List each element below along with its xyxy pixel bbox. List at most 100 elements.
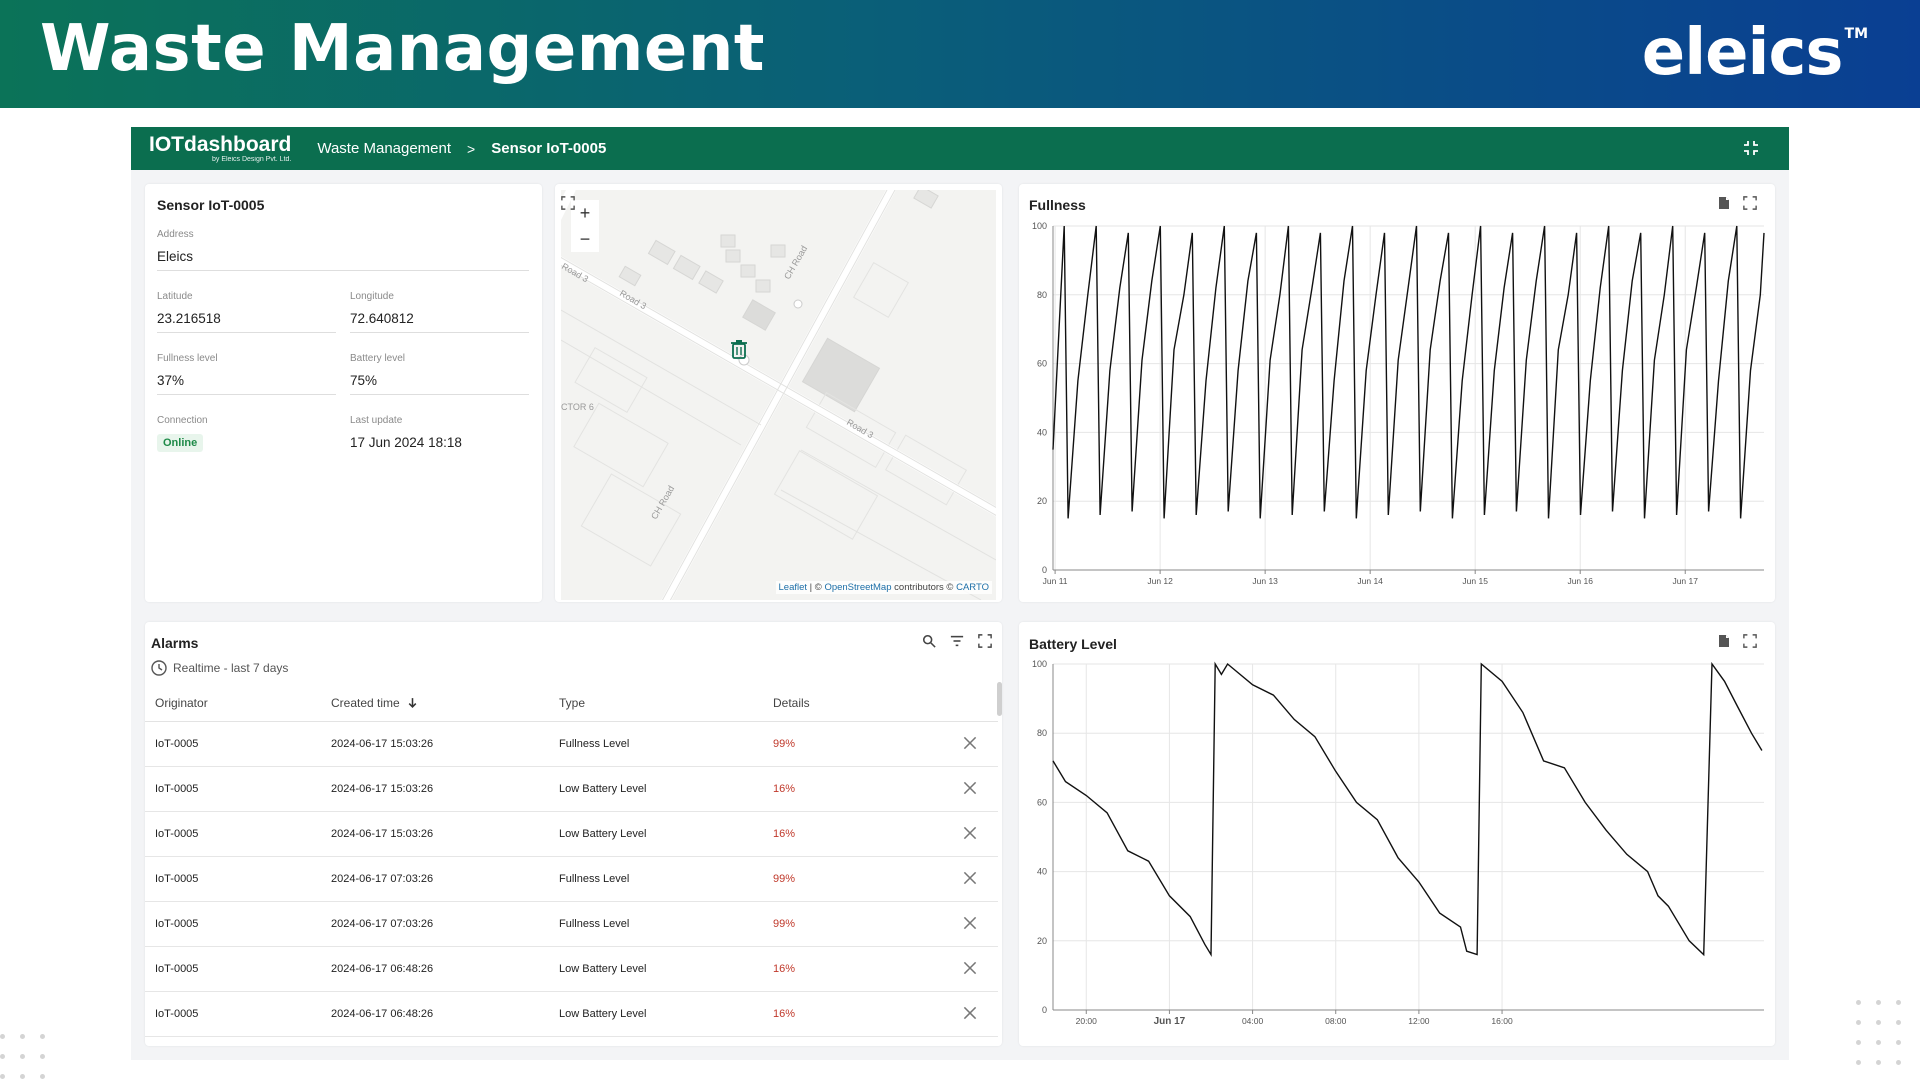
y-tick-label: 100 [1032, 659, 1047, 669]
y-tick-label: 100 [1032, 221, 1047, 231]
last-update-field: Last update 17 Jun 2024 18:18 [350, 415, 529, 457]
alarms-subtitle: Realtime - last 7 days [173, 661, 289, 675]
breadcrumb-waste-management[interactable]: Waste Management [317, 140, 452, 157]
clear-alarm-icon[interactable] [961, 869, 979, 887]
clear-alarm-icon[interactable] [961, 1004, 979, 1022]
fullness-series-line [1052, 225, 1765, 519]
address-field: Address Eleics [157, 229, 529, 271]
export-file-icon[interactable] [1717, 634, 1731, 648]
x-tick-label: Jun 16 [1567, 576, 1593, 586]
map-canvas[interactable]: Road 3 Road 3 CH Road Road 3 CH Road CTO… [561, 190, 996, 600]
trash-bin-icon[interactable] [731, 340, 747, 359]
app-logo-sub: by Eleics Design Pvt. Ltd. [211, 156, 292, 163]
alarms-timewindow[interactable]: Realtime - last 7 days [151, 660, 288, 676]
x-tick-label: Jun 17 [1672, 576, 1698, 586]
table-scrollbar[interactable] [997, 682, 1002, 716]
x-tick-label: 20:00 [1076, 1016, 1098, 1026]
decorative-dots [1856, 1000, 1920, 1080]
battery-field: Battery level 75% [350, 353, 529, 395]
map-card[interactable]: Road 3 Road 3 CH Road Road 3 CH Road CTO… [555, 184, 1002, 602]
y-tick-label: 60 [1037, 797, 1047, 807]
app-logo[interactable]: IOTdashboard by Eleics Design Pvt. Ltd. [149, 134, 291, 163]
zoom-in-button[interactable]: + [579, 203, 591, 223]
clear-alarm-icon[interactable] [961, 734, 979, 752]
cell-originator: IoT-0005 [155, 918, 199, 930]
brand-name: eleics [1641, 16, 1844, 90]
battery-value: 75% [350, 373, 378, 388]
alarms-table-header: Originator Created time Type Details [145, 682, 998, 722]
y-tick-label: 80 [1037, 728, 1047, 738]
search-icon[interactable] [922, 634, 936, 648]
column-created-time[interactable]: Created time [331, 696, 418, 710]
leaflet-link[interactable]: Leaflet [778, 582, 808, 593]
clear-alarm-icon[interactable] [961, 959, 979, 977]
x-tick-label: 04:00 [1242, 1016, 1264, 1026]
zoom-out-button[interactable]: − [579, 229, 591, 249]
y-tick-label: 40 [1037, 867, 1047, 877]
brand-logo: eleics TM [1642, 16, 1868, 90]
table-row[interactable]: IoT-0005 2024-06-17 15:03:26 Low Battery L… [145, 812, 998, 857]
column-details[interactable]: Details [773, 696, 810, 710]
table-row[interactable]: IoT-0005 2024-06-17 06:48:26 Low Battery L… [145, 992, 998, 1037]
cell-created-time: 2024-06-17 15:03:26 [331, 738, 434, 750]
fullscreen-icon[interactable] [978, 634, 992, 648]
latitude-label: Latitude [157, 291, 193, 302]
x-tick-label: 08:00 [1325, 1016, 1347, 1026]
battery-chart-card: Battery Level 0 20 40 60 80 100 20:00 Jun 17 04:… [1019, 622, 1775, 1046]
x-tick-label: 12:00 [1408, 1016, 1430, 1026]
cell-created-time: 2024-06-17 07:03:26 [331, 918, 434, 930]
fullscreen-icon[interactable] [561, 196, 575, 210]
cell-details: 99% [773, 738, 796, 750]
table-row[interactable]: IoT-0005 2024-06-17 07:03:26 Fullness Leve… [145, 857, 998, 902]
clear-alarm-icon[interactable] [961, 914, 979, 932]
cell-created-time: 2024-06-17 15:03:26 [331, 828, 434, 840]
fullscreen-icon[interactable] [1743, 634, 1757, 648]
fullscreen-exit-icon[interactable] [1743, 140, 1759, 156]
breadcrumb-separator: > [467, 140, 476, 157]
column-originator[interactable]: Originator [155, 696, 208, 710]
fullness-field: Fullness level 37% [157, 353, 336, 395]
table-row[interactable]: IoT-0005 2024-06-17 07:03:26 Fullness Leve… [145, 902, 998, 947]
clear-alarm-icon[interactable] [961, 779, 979, 797]
alarms-title: Alarms [151, 635, 199, 651]
connection-field: Connection Online [157, 415, 336, 457]
fullness-value: 37% [157, 373, 185, 388]
cell-created-time: 2024-06-17 07:03:26 [331, 873, 434, 885]
cell-type: Low Battery Level [559, 828, 647, 840]
clock-icon [151, 660, 167, 676]
fullness-chart: 0 20 40 60 80 100 Jun 11 Jun 12 Jun 13 Jun 14 Jun … [1032, 221, 1765, 586]
cell-created-time: 2024-06-17 06:48:26 [331, 1008, 434, 1020]
filter-icon[interactable] [950, 634, 964, 648]
address-value: Eleics [157, 249, 194, 264]
osm-link[interactable]: OpenStreetMap [824, 582, 892, 593]
carto-link[interactable]: CARTO [956, 582, 989, 593]
cell-type: Low Battery Level [559, 1008, 647, 1020]
map-sector-label: CTOR 6 [561, 402, 594, 412]
column-type[interactable]: Type [559, 696, 586, 710]
battery-series-line [1052, 661, 1763, 958]
fullness-chart-title: Fullness [1029, 197, 1086, 213]
export-file-icon[interactable] [1717, 196, 1731, 210]
last-update-value: 17 Jun 2024 18:18 [350, 435, 462, 450]
longitude-field: Longitude 72.640812 [350, 291, 529, 333]
table-row[interactable]: IoT-0005 2024-06-17 06:48:26 Low Battery L… [145, 947, 998, 992]
breadcrumb-sensor: Sensor IoT-0005 [491, 140, 607, 157]
cell-created-time: 2024-06-17 06:48:26 [331, 963, 434, 975]
latitude-field: Latitude 23.216518 [157, 291, 336, 333]
y-tick-label: 40 [1037, 427, 1047, 437]
table-row[interactable]: IoT-0005 2024-06-17 15:03:26 Fullness Leve… [145, 722, 998, 767]
cell-originator: IoT-0005 [155, 783, 199, 795]
fullness-label: Fullness level [157, 353, 218, 364]
longitude-value: 72.640812 [350, 311, 414, 326]
cell-details: 16% [773, 828, 796, 840]
dashboard-topbar: IOTdashboard by Eleics Design Pvt. Ltd. … [131, 127, 1789, 170]
battery-chart-title: Battery Level [1029, 636, 1117, 652]
cell-details: 16% [773, 963, 796, 975]
battery-chart: 0 20 40 60 80 100 20:00 Jun 17 04:00 08:00 12:00 16… [1032, 659, 1764, 1027]
fullscreen-icon[interactable] [1743, 196, 1757, 210]
cell-type: Fullness Level [559, 918, 630, 930]
arrow-down-icon [408, 698, 417, 708]
chart-actions [1717, 634, 1757, 648]
table-row[interactable]: IoT-0005 2024-06-17 15:03:26 Low Battery L… [145, 767, 998, 812]
clear-alarm-icon[interactable] [961, 824, 979, 842]
